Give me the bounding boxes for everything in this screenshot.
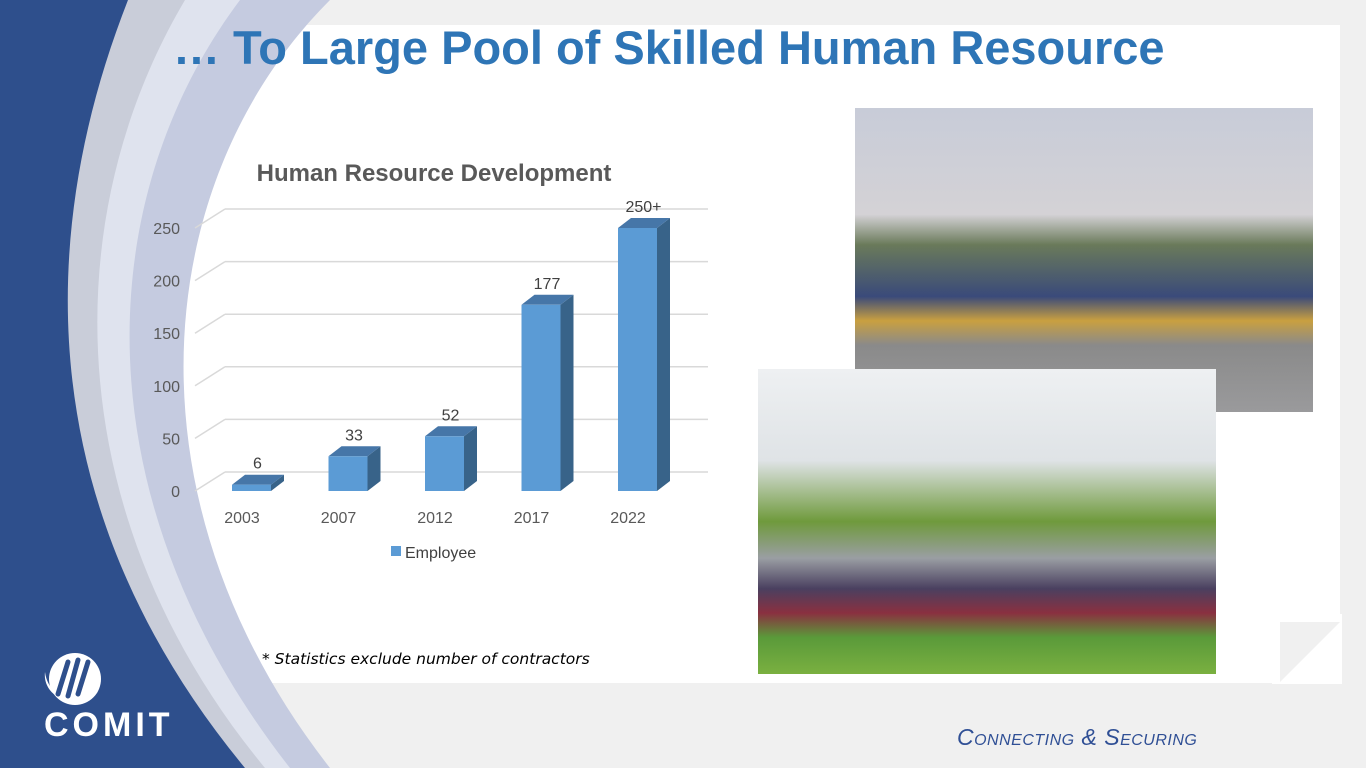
team-photo-outdoor [855, 108, 1313, 412]
gridline-depth [194, 366, 226, 387]
y-tick-label: 250 [153, 221, 180, 238]
bar [232, 484, 271, 491]
data-label: 33 [345, 427, 363, 444]
data-label: 250+ [625, 199, 661, 216]
gridline-depth [194, 313, 226, 334]
bar-chart: Human Resource Development 0 50 100 150 200 2… [153, 160, 708, 562]
legend-swatch [391, 546, 401, 556]
data-label: 177 [534, 276, 561, 293]
y-tick-label: 100 [153, 379, 180, 396]
tagline: Connecting & Securing [957, 724, 1198, 750]
bar-side [657, 218, 670, 491]
y-tick-label: 0 [171, 484, 180, 501]
gridline-depth [194, 418, 226, 440]
bar [521, 304, 561, 491]
y-tick-label: 50 [162, 431, 180, 448]
x-tick-label: 2003 [224, 510, 260, 527]
bar-top [425, 426, 477, 437]
data-label: 6 [253, 456, 262, 473]
bar [618, 228, 657, 491]
page-fold-decoration [1272, 614, 1342, 684]
bar-side [560, 294, 574, 491]
left-decoration [0, 0, 330, 768]
x-tick-label: 2017 [514, 510, 550, 527]
chart-title: Human Resource Development [257, 160, 612, 187]
legend-label: Employee [405, 545, 476, 562]
bar-top [618, 218, 670, 228]
bar-top [521, 294, 574, 305]
y-tick-label: 150 [153, 326, 180, 343]
bar-side [271, 474, 284, 491]
gridline-depth [194, 260, 226, 282]
footnote: * Statistics exclude number of contracto… [262, 650, 590, 668]
data-label: 52 [442, 407, 460, 424]
bar [425, 436, 464, 491]
gridline-depth [194, 471, 226, 492]
comit-logo-icon [44, 653, 101, 705]
bar-top [232, 474, 284, 485]
bar-side [367, 446, 381, 491]
bar [328, 456, 368, 491]
team-photo-football-field [758, 369, 1216, 674]
bar-side [464, 426, 477, 491]
gridline-depth [194, 208, 226, 229]
bar-top [328, 446, 381, 457]
x-tick-label: 2012 [417, 510, 453, 527]
y-tick-label: 200 [153, 274, 180, 291]
x-tick-label: 2022 [610, 510, 646, 527]
x-tick-label: 2007 [321, 510, 357, 527]
logo-text: COMIT [44, 706, 174, 744]
slide-title: … To Large Pool of Skilled Human Resourc… [173, 21, 1165, 74]
